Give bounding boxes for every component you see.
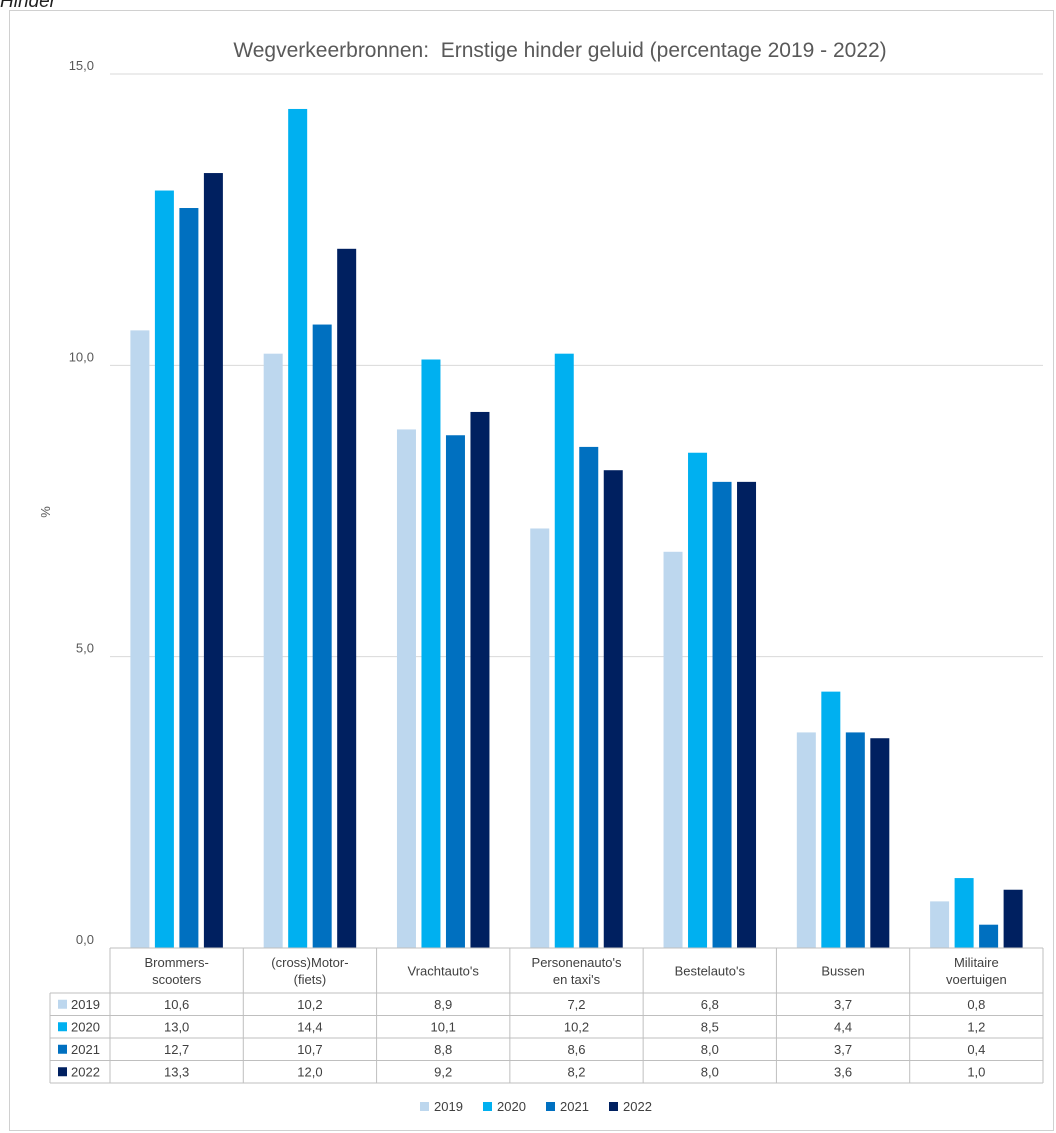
legend-key-2019 bbox=[420, 1102, 429, 1111]
x-category-label: Vrachtauto's bbox=[408, 964, 480, 979]
data-cell: 7,2 bbox=[567, 997, 585, 1012]
x-category-label: voertuigen bbox=[946, 972, 1007, 987]
table-row-label: 2021 bbox=[71, 1042, 100, 1057]
bar-2022 bbox=[870, 738, 890, 948]
bar-2021 bbox=[712, 481, 732, 948]
bar-2021 bbox=[845, 732, 865, 948]
table-legend-key-2022 bbox=[58, 1067, 67, 1077]
page-heading: Hinder bbox=[0, 0, 56, 12]
bar-2022 bbox=[470, 411, 490, 948]
data-cell: 13,3 bbox=[164, 1064, 189, 1079]
data-cell: 10,2 bbox=[564, 1019, 589, 1034]
data-cell: 10,2 bbox=[297, 997, 322, 1012]
bar-2020 bbox=[554, 353, 574, 948]
table-legend-key-2020 bbox=[58, 1022, 67, 1032]
bar-2020 bbox=[288, 108, 308, 948]
x-category-label: scooters bbox=[152, 972, 202, 987]
bar-2022 bbox=[737, 481, 757, 948]
bar-2022 bbox=[203, 173, 223, 948]
y-tick-label: 5,0 bbox=[76, 641, 94, 656]
data-cell: 3,6 bbox=[834, 1064, 852, 1079]
bar-2019 bbox=[263, 353, 283, 948]
data-cell: 12,7 bbox=[164, 1042, 189, 1057]
legend-label: 2020 bbox=[497, 1099, 526, 1114]
y-tick-label: 0,0 bbox=[76, 932, 94, 947]
x-category-label: Personenauto's bbox=[532, 955, 622, 970]
bar-2019 bbox=[530, 528, 550, 948]
table-legend-key-2019 bbox=[58, 999, 67, 1009]
bar-2021 bbox=[579, 446, 599, 948]
data-cell: 8,6 bbox=[567, 1042, 585, 1057]
legend-label: 2021 bbox=[560, 1099, 589, 1114]
x-category-label: (cross)Motor- bbox=[271, 955, 348, 970]
bar-2021 bbox=[979, 924, 999, 948]
data-cell: 8,9 bbox=[434, 997, 452, 1012]
y-axis-label: % bbox=[38, 506, 53, 518]
bar-2019 bbox=[396, 429, 416, 949]
x-category-label: en taxi's bbox=[553, 972, 601, 987]
bar-2020 bbox=[421, 359, 441, 948]
bar-2022 bbox=[603, 470, 623, 948]
data-cell: 3,7 bbox=[834, 1042, 852, 1057]
data-cell: 9,2 bbox=[434, 1064, 452, 1079]
data-cell: 4,4 bbox=[834, 1019, 852, 1034]
chart-frame bbox=[9, 10, 1054, 1131]
data-cell: 10,1 bbox=[431, 1019, 456, 1034]
data-cell: 3,7 bbox=[834, 997, 852, 1012]
data-cell: 8,0 bbox=[701, 1042, 719, 1057]
bar-2019 bbox=[796, 732, 816, 948]
legend-key-2022 bbox=[609, 1102, 618, 1111]
data-cell: 0,4 bbox=[967, 1042, 985, 1057]
table-row-label: 2020 bbox=[71, 1019, 100, 1034]
data-cell: 8,5 bbox=[701, 1019, 719, 1034]
bar-2020 bbox=[154, 190, 174, 949]
bar-2021 bbox=[445, 435, 465, 949]
legend-label: 2022 bbox=[623, 1099, 652, 1114]
bar-2022 bbox=[1003, 889, 1023, 948]
legend-key-2021 bbox=[546, 1102, 555, 1111]
bar-2019 bbox=[930, 901, 950, 948]
bar-2021 bbox=[312, 324, 332, 949]
bar-2019 bbox=[663, 551, 683, 948]
legend-key-2020 bbox=[483, 1102, 492, 1111]
y-tick-label: 10,0 bbox=[69, 349, 94, 364]
data-cell: 6,8 bbox=[701, 997, 719, 1012]
x-category-label: Bussen bbox=[821, 964, 864, 979]
data-cell: 0,8 bbox=[967, 997, 985, 1012]
table-row-label: 2022 bbox=[71, 1064, 100, 1079]
x-category-label: Bestelauto's bbox=[675, 964, 746, 979]
x-category-label: Brommers- bbox=[145, 955, 209, 970]
bar-2019 bbox=[130, 330, 150, 949]
legend-label: 2019 bbox=[434, 1099, 463, 1114]
data-cell: 8,2 bbox=[567, 1064, 585, 1079]
data-cell: 14,4 bbox=[297, 1019, 322, 1034]
data-cell: 8,0 bbox=[701, 1064, 719, 1079]
data-cell: 10,7 bbox=[297, 1042, 322, 1057]
data-cell: 12,0 bbox=[297, 1064, 322, 1079]
table-row-label: 2019 bbox=[71, 997, 100, 1012]
x-category-label: (fiets) bbox=[294, 972, 327, 987]
bar-2020 bbox=[688, 452, 708, 948]
data-cell: 13,0 bbox=[164, 1019, 189, 1034]
data-cell: 1,2 bbox=[967, 1019, 985, 1034]
data-cell: 8,8 bbox=[434, 1042, 452, 1057]
chart-title: Wegverkeerbronnen: Ernstige hinder gelui… bbox=[233, 39, 886, 62]
bar-2020 bbox=[954, 878, 974, 948]
data-cell: 10,6 bbox=[164, 997, 189, 1012]
bar-2021 bbox=[179, 208, 199, 949]
y-tick-label: 15,0 bbox=[69, 58, 94, 73]
x-category-label: Militaire bbox=[954, 955, 999, 970]
bar-2020 bbox=[821, 691, 841, 948]
data-cell: 1,0 bbox=[967, 1064, 985, 1079]
table-legend-key-2021 bbox=[58, 1044, 67, 1054]
bar-2022 bbox=[337, 248, 357, 949]
